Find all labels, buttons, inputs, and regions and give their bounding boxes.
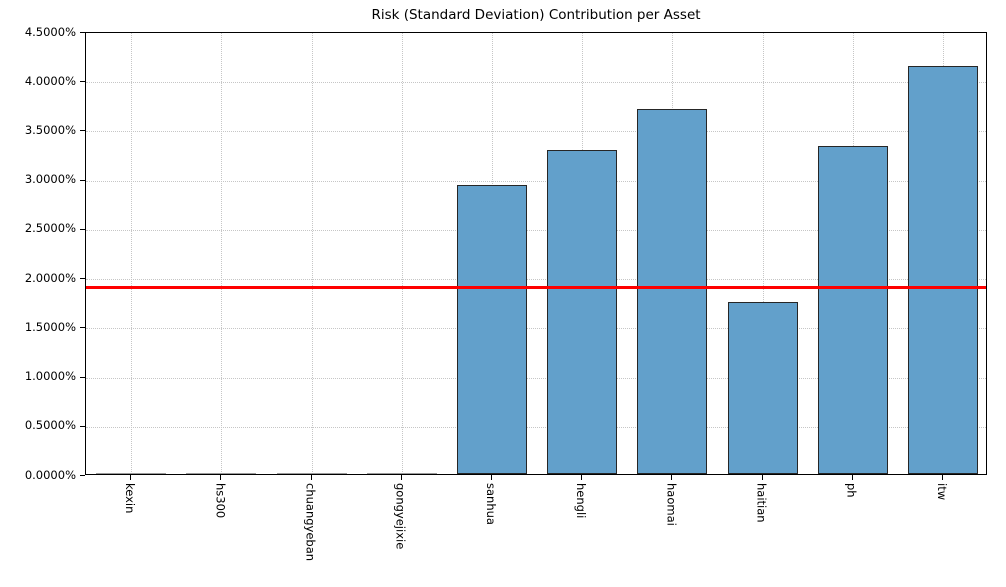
- x-axis-tick-label: sanhua: [483, 483, 498, 525]
- x-tick-mark: [220, 475, 222, 480]
- y-tick-mark: [80, 179, 85, 181]
- y-axis-tick-label: 0.0000%: [24, 467, 76, 482]
- x-axis-tick-label: hengli: [574, 483, 589, 519]
- bar: [96, 473, 167, 474]
- x-tick-mark: [310, 475, 312, 480]
- y-tick-mark: [80, 228, 85, 230]
- x-tick-mark: [851, 475, 853, 480]
- x-axis-tick-label: itw: [934, 483, 949, 501]
- bar: [727, 301, 798, 474]
- bar: [637, 108, 708, 474]
- bar: [817, 146, 888, 474]
- y-axis-tick-label: 4.0000%: [24, 73, 76, 88]
- y-tick-mark: [80, 376, 85, 378]
- y-axis-tick-label: 0.5000%: [24, 418, 76, 433]
- x-axis-tick-label: gongyejixie: [393, 483, 408, 550]
- x-axis-tick-label: chuangyeban: [303, 483, 318, 562]
- bar: [186, 473, 257, 474]
- plot-area: [85, 32, 987, 475]
- y-axis-tick-label: 2.0000%: [24, 270, 76, 285]
- y-tick-mark: [80, 327, 85, 329]
- x-gridline: [131, 33, 133, 474]
- y-axis-tick-label: 3.0000%: [24, 172, 76, 187]
- y-axis-tick-label: 2.5000%: [24, 221, 76, 236]
- x-tick-mark: [941, 475, 943, 480]
- y-axis-tick-label: 3.5000%: [24, 122, 76, 137]
- y-gridline: [86, 131, 986, 133]
- y-tick-mark: [80, 278, 85, 280]
- y-gridline: [86, 279, 986, 281]
- y-gridline: [86, 426, 986, 428]
- x-gridline: [401, 33, 403, 474]
- bar: [547, 150, 618, 474]
- y-gridline: [86, 328, 986, 330]
- bar: [456, 184, 527, 474]
- y-gridline: [86, 82, 986, 84]
- y-axis-tick-label: 1.5000%: [24, 319, 76, 334]
- mean-line: [86, 286, 986, 289]
- y-tick-mark: [80, 425, 85, 427]
- x-gridline: [762, 33, 764, 474]
- y-axis-tick-label: 1.0000%: [24, 369, 76, 384]
- y-tick-mark: [80, 475, 85, 476]
- x-tick-mark: [400, 475, 402, 480]
- x-axis-tick-label: hs300: [213, 483, 228, 519]
- y-axis-tick-label: 4.5000%: [24, 24, 76, 39]
- chart-title: Risk (Standard Deviation) Contribution p…: [371, 7, 701, 23]
- y-gridline: [86, 377, 986, 379]
- y-tick-mark: [80, 130, 85, 132]
- x-tick-mark: [671, 475, 673, 480]
- x-gridline: [221, 33, 223, 474]
- x-axis-tick-label: haomai: [664, 483, 679, 526]
- x-axis-tick-label: haitian: [754, 483, 769, 523]
- bar: [276, 473, 347, 474]
- bar: [366, 473, 437, 474]
- x-tick-mark: [581, 475, 583, 480]
- y-gridline: [86, 180, 986, 182]
- y-tick-mark: [80, 32, 85, 33]
- x-axis-tick-label: ph: [844, 483, 859, 498]
- bar: [907, 66, 978, 474]
- y-gridline: [86, 229, 986, 231]
- x-tick-mark: [761, 475, 763, 480]
- x-gridline: [311, 33, 313, 474]
- x-axis-tick-label: kexin: [123, 483, 138, 514]
- x-tick-mark: [130, 475, 132, 480]
- x-tick-mark: [490, 475, 492, 480]
- y-tick-mark: [80, 81, 85, 83]
